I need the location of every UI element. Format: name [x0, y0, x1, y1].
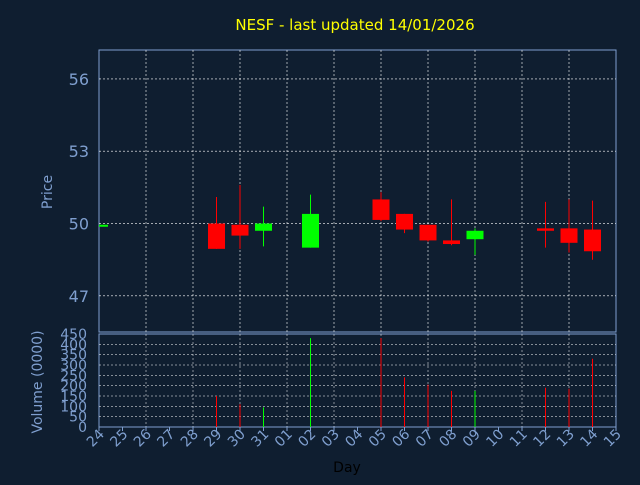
- x-tick-label: 24: [84, 426, 108, 450]
- price-plot-frame: [98, 49, 617, 333]
- x-tick-label: 31: [248, 427, 272, 451]
- candle-body: [231, 224, 249, 236]
- x-tick-label: 28: [178, 427, 202, 451]
- volume-plot-frame: [98, 333, 617, 428]
- x-tick-label: 05: [366, 427, 390, 451]
- candle-body: [560, 228, 578, 243]
- x-tick-label: 26: [131, 426, 155, 450]
- volume-tick-label: 150: [60, 389, 87, 405]
- price-axis-label: Price: [40, 175, 56, 209]
- x-tick-label: 15: [601, 427, 625, 451]
- chart-title: NESF - last updated 14/01/2026: [235, 16, 474, 34]
- x-tick-label: 06: [389, 426, 413, 450]
- candle-body: [584, 229, 601, 252]
- volume-tick-label: 250: [60, 368, 87, 384]
- x-tick-label: 01: [272, 427, 296, 451]
- candle-body: [302, 213, 319, 248]
- price-tick-label: 53: [69, 142, 89, 161]
- volume-tick-label: 0: [78, 420, 87, 436]
- x-axis-ticks: 24 25 26 27 28 29 30 31 01 02 03 04 05 06 07 08 09 10 11 12…: [84, 426, 625, 450]
- price-tick-label: 56: [69, 70, 89, 89]
- candle-body: [419, 224, 437, 241]
- candle-body: [537, 228, 554, 231]
- candle-body: [372, 199, 390, 220]
- x-tick-label: 29: [201, 427, 225, 451]
- x-tick-label: 08: [436, 427, 460, 451]
- candle-body: [396, 213, 413, 230]
- candle-body: [255, 223, 272, 231]
- volume-tick-label: 300: [60, 358, 87, 374]
- x-tick-label: 27: [154, 427, 178, 451]
- volume-tick-label: 200: [60, 379, 87, 395]
- candle-body: [99, 224, 108, 227]
- volume-tick-label: 350: [60, 348, 87, 364]
- x-tick-label: 04: [342, 426, 366, 450]
- x-tick-label: 10: [483, 427, 507, 451]
- x-tick-label: 30: [225, 427, 249, 451]
- x-tick-label: 13: [554, 427, 578, 451]
- volume-tick-label: 50: [69, 410, 87, 426]
- candle-body: [466, 230, 484, 240]
- x-tick-label: 03: [319, 427, 343, 451]
- x-tick-label: 12: [530, 427, 554, 451]
- candle-body: [443, 240, 460, 245]
- volume-tick-label: 450: [60, 327, 87, 343]
- x-tick-label: 25: [107, 427, 131, 451]
- volume-tick-label: 400: [60, 337, 87, 353]
- price-tick-label: 50: [69, 215, 89, 234]
- x-tick-label: 11: [507, 427, 531, 451]
- x-tick-label: 02: [295, 427, 319, 451]
- price-tick-label: 47: [69, 287, 89, 306]
- candle-body: [208, 223, 225, 249]
- x-tick-label: 14: [577, 426, 601, 450]
- price-panel: 47 50 53 56: [69, 49, 617, 333]
- x-tick-label: 09: [460, 427, 484, 451]
- volume-axis-label: Volume (0000): [30, 330, 46, 433]
- x-tick-label: 07: [413, 427, 437, 451]
- volume-tick-label: 100: [60, 399, 87, 415]
- x-axis-label: Day: [333, 460, 361, 476]
